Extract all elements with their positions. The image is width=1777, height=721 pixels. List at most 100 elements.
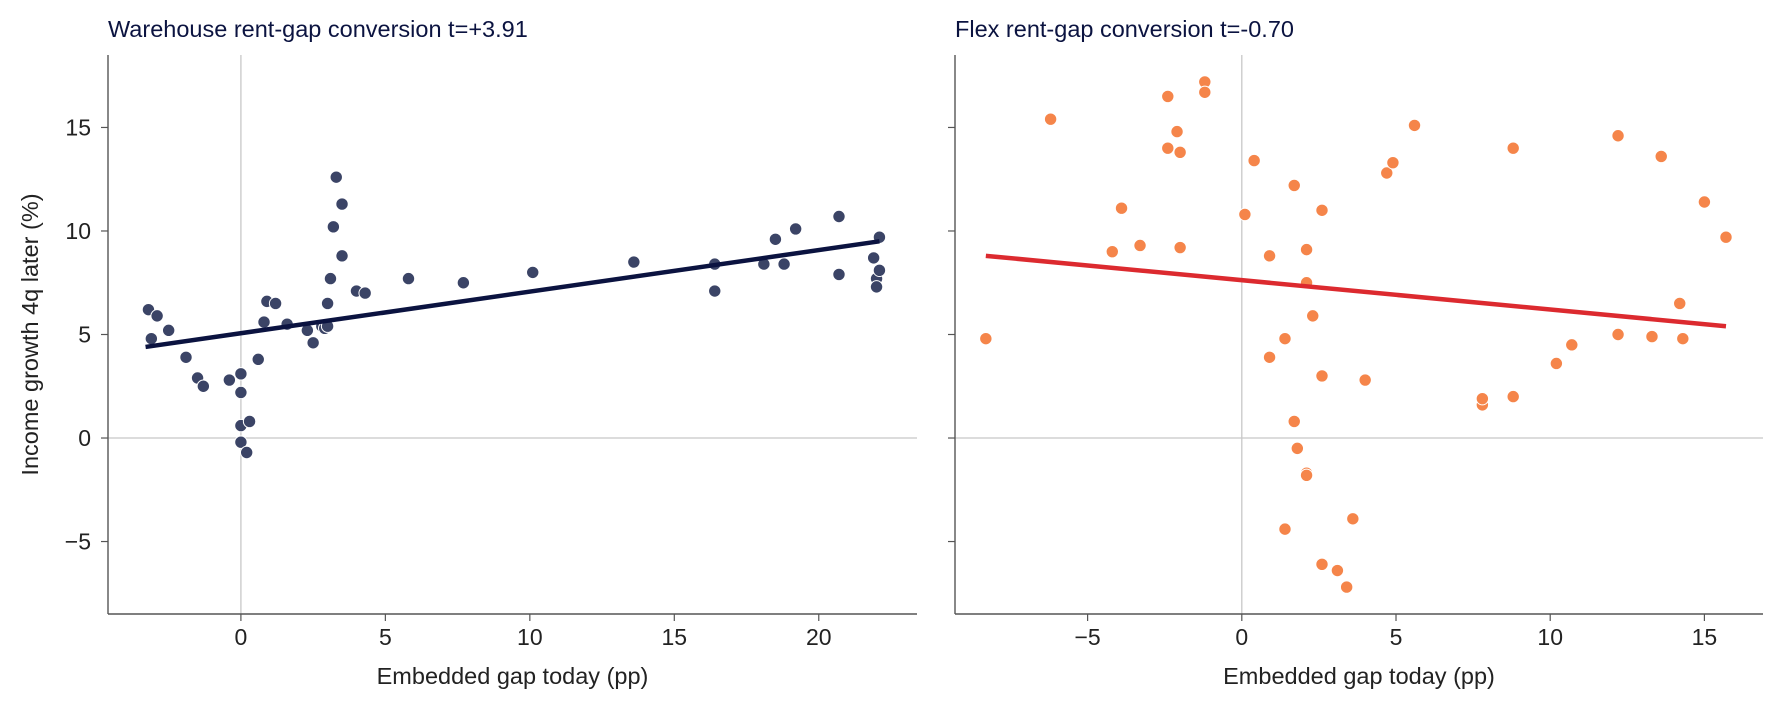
data-point xyxy=(1358,373,1372,387)
data-point xyxy=(832,209,846,224)
chart-title: Flex rent-gap conversion t=-0.70 xyxy=(955,16,1294,42)
data-point xyxy=(832,267,846,282)
data-point xyxy=(1170,124,1184,139)
data-point xyxy=(257,315,271,329)
data-point xyxy=(708,284,722,298)
data-point xyxy=(329,170,343,184)
x-tick-label: 20 xyxy=(806,624,832,650)
data-point xyxy=(1346,512,1360,526)
y-tick-label: 15 xyxy=(65,114,91,140)
fit-line xyxy=(985,253,1727,329)
data-point xyxy=(234,435,248,449)
data-point xyxy=(1306,309,1320,323)
data-point xyxy=(1611,327,1625,342)
data-point xyxy=(1262,249,1277,263)
data-point xyxy=(1565,338,1579,352)
data-point xyxy=(1173,240,1187,255)
data-point xyxy=(179,350,193,364)
data-point xyxy=(1315,557,1329,572)
data-point xyxy=(866,251,881,265)
data-point xyxy=(456,276,471,290)
data-point xyxy=(1339,580,1354,594)
y-tick-label: 0 xyxy=(78,425,91,451)
data-point xyxy=(1299,468,1314,482)
x-tick-label: 15 xyxy=(662,624,688,650)
data-point xyxy=(323,271,338,286)
x-axis-label: Embedded gap today (pp) xyxy=(1223,663,1495,689)
x-tick-label: 10 xyxy=(517,624,543,650)
data-point xyxy=(1299,242,1314,257)
data-point xyxy=(1105,244,1119,259)
data-point xyxy=(1262,350,1277,364)
data-point xyxy=(161,323,176,338)
data-point xyxy=(1315,369,1329,383)
y-tick-label: −5 xyxy=(65,529,91,555)
chart-panel-1: 0 5 10 15 20 −5 0 5 10 15 Warehouse rent-gap conve… xyxy=(17,16,917,689)
data-point xyxy=(1673,296,1687,311)
data-point xyxy=(1290,441,1305,456)
data-point xyxy=(234,385,248,400)
data-point xyxy=(1161,89,1175,104)
data-point xyxy=(1475,391,1490,406)
data-point xyxy=(222,373,237,387)
data-point xyxy=(268,296,283,311)
x-axis-label: Embedded gap today (pp) xyxy=(377,663,649,689)
data-point xyxy=(242,414,257,429)
data-point xyxy=(872,263,887,278)
data-point xyxy=(306,336,320,350)
data-point xyxy=(251,352,265,367)
y-tick-label: 10 xyxy=(65,218,91,244)
y-axis-label: Income growth 4q later (%) xyxy=(17,193,43,475)
data-point xyxy=(1287,414,1301,429)
data-point xyxy=(1611,129,1625,143)
data-point xyxy=(1161,141,1175,155)
chart-panel-2: −5 0 5 10 15 Flex rent-gap conversion t=-0.70… xyxy=(948,16,1763,689)
data-point xyxy=(320,296,335,311)
data-point xyxy=(979,331,993,346)
data-point xyxy=(1247,153,1261,168)
data-point xyxy=(869,280,884,294)
data-point xyxy=(1549,356,1564,371)
data-point xyxy=(239,445,254,460)
data-point xyxy=(1697,195,1712,209)
data-point xyxy=(1315,203,1329,217)
data-point xyxy=(526,265,540,280)
data-point xyxy=(1386,155,1400,170)
x-tick-label: −5 xyxy=(1074,624,1100,650)
data-point xyxy=(1506,389,1520,404)
data-point xyxy=(1133,238,1147,253)
data-point xyxy=(788,222,803,236)
x-tick-label: 0 xyxy=(235,624,248,650)
data-point xyxy=(1719,230,1733,244)
data-point xyxy=(1645,329,1659,344)
data-point xyxy=(1506,141,1520,155)
data-point xyxy=(777,257,791,271)
x-tick-label: 10 xyxy=(1537,624,1563,650)
data-point xyxy=(1173,145,1187,160)
data-point xyxy=(1043,112,1058,126)
x-tick-label: 5 xyxy=(379,624,392,650)
data-point xyxy=(1198,85,1212,99)
data-point xyxy=(335,197,349,211)
fit-line xyxy=(145,239,880,350)
data-point xyxy=(401,271,416,286)
data-point xyxy=(335,249,349,263)
y-tick-label: 5 xyxy=(78,322,91,348)
x-tick-label: 0 xyxy=(1235,624,1248,650)
data-point xyxy=(1676,331,1690,346)
data-point xyxy=(1278,331,1292,346)
data-point xyxy=(1238,207,1252,222)
data-point xyxy=(1114,201,1129,215)
data-point xyxy=(1278,522,1292,536)
data-point xyxy=(196,379,211,393)
data-point xyxy=(1380,166,1394,180)
data-point xyxy=(144,331,159,346)
data-point xyxy=(358,286,372,300)
chart-title: Warehouse rent-gap conversion t=+3.91 xyxy=(108,16,528,42)
data-point xyxy=(1654,149,1668,164)
data-point xyxy=(1287,178,1301,193)
x-tick-label: 5 xyxy=(1390,624,1403,650)
data-point xyxy=(234,367,248,381)
